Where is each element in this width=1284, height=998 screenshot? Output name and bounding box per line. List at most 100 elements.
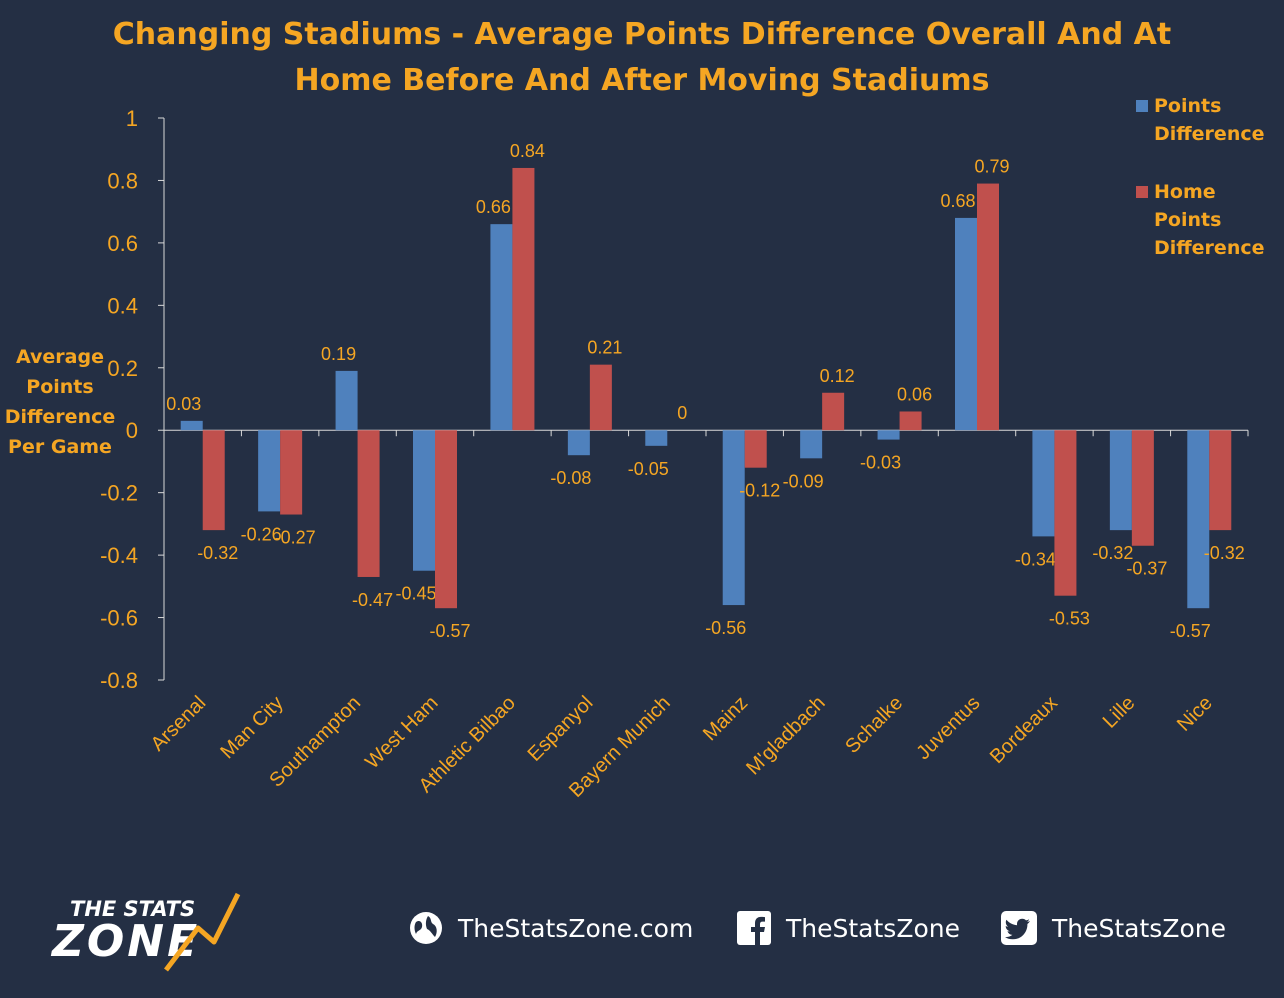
- bar: [589, 364, 612, 431]
- y-axis-label-line: Difference: [4, 406, 116, 428]
- y-tick-label: -0.4: [100, 543, 138, 568]
- bar: [258, 430, 281, 512]
- data-label: 0.68: [940, 191, 975, 211]
- bar: [899, 411, 922, 431]
- bar: [955, 217, 977, 431]
- data-label: -0.37: [1126, 559, 1167, 579]
- legend-label: Points: [1154, 95, 1222, 117]
- bar: [977, 183, 999, 431]
- data-label: -0.34: [1015, 549, 1056, 569]
- data-label: 0.84: [510, 141, 545, 161]
- bar: [512, 167, 535, 431]
- data-label: -0.53: [1049, 609, 1090, 629]
- y-axis-label-line: Points: [26, 376, 94, 398]
- logo-text-bottom: ZONE: [50, 916, 200, 967]
- data-label: -0.57: [1170, 621, 1211, 641]
- data-label: -0.57: [429, 621, 470, 641]
- y-tick-label: -0.6: [100, 606, 138, 631]
- bar: [1054, 430, 1077, 596]
- bar: [800, 430, 823, 459]
- bar: [435, 430, 457, 609]
- bar: [1109, 430, 1132, 531]
- bar: [202, 430, 225, 531]
- y-tick-label: 0.4: [107, 293, 138, 318]
- category-label: Espanyol: [524, 692, 598, 766]
- category-label: Lille: [1099, 692, 1140, 733]
- category-label: Nice: [1173, 692, 1217, 736]
- website-text: TheStatsZone.com: [458, 913, 694, 943]
- data-label: 0.12: [820, 366, 855, 386]
- data-label: 0.03: [166, 394, 201, 414]
- chart-title: Changing Stadiums - Average Points Diffe…: [0, 12, 1284, 104]
- legend-swatch-red: [1136, 186, 1148, 198]
- data-label: 0.06: [897, 384, 932, 404]
- bar: [357, 430, 380, 577]
- category-label: Juventus: [912, 692, 984, 764]
- data-label: -0.32: [1092, 543, 1133, 563]
- data-label: 0.79: [974, 157, 1009, 177]
- bar: [877, 430, 900, 440]
- legend-swatch-blue: [1136, 100, 1148, 112]
- data-label: 0: [677, 403, 687, 423]
- category-label: Mainz: [699, 692, 752, 745]
- the-stats-zone-logo: THE STATS ZONE: [50, 892, 241, 972]
- category-label: Arsenal: [147, 692, 211, 756]
- data-label: -0.08: [550, 468, 591, 488]
- category-label: Schalke: [841, 692, 907, 758]
- category-label: West Ham: [361, 692, 442, 773]
- y-tick-label: 0.2: [107, 356, 138, 381]
- facebook-icon: [737, 911, 771, 945]
- twitter-icon: [1001, 911, 1037, 945]
- bar: [744, 430, 767, 468]
- category-label: Bordeaux: [986, 692, 1062, 768]
- category-label: Man City: [216, 692, 287, 763]
- legend-label: Difference: [1154, 123, 1265, 145]
- legend-label: Home: [1154, 181, 1216, 203]
- twitter-text: TheStatsZone: [1052, 913, 1226, 943]
- bar: [822, 392, 845, 431]
- data-label: -0.26: [241, 524, 282, 544]
- legend-label: Difference: [1154, 237, 1265, 259]
- chart-title-line-2: Home Before And After Moving Stadiums: [294, 63, 990, 98]
- data-label: -0.09: [783, 471, 824, 491]
- bar: [180, 420, 203, 431]
- y-tick-label: -0.2: [100, 481, 138, 506]
- y-tick-label: -0.8: [100, 668, 138, 693]
- bar-chart: -0.8 -0.6 -0.4 -0.2 0 0.2 0.4 0.6 0.8 1 0.03 -0.26 0…: [100, 106, 1249, 802]
- data-label: 0.19: [321, 344, 356, 364]
- data-label: -0.05: [628, 459, 669, 479]
- bar: [1209, 430, 1232, 531]
- data-label: -0.12: [739, 481, 780, 501]
- y-tick-label: 1: [126, 106, 138, 131]
- y-axis-label-line: Average: [16, 346, 104, 368]
- bar: [335, 370, 358, 431]
- facebook-text: TheStatsZone: [786, 913, 960, 943]
- data-label: -0.32: [1204, 543, 1245, 563]
- website-link[interactable]: TheStatsZone.com: [408, 908, 693, 948]
- data-label: -0.47: [352, 590, 393, 610]
- bar: [645, 430, 668, 446]
- y-tick-label: 0.8: [107, 168, 138, 193]
- bar: [1131, 430, 1154, 546]
- bar: [490, 224, 513, 431]
- chart-title-line-1: Changing Stadiums - Average Points Diffe…: [112, 17, 1172, 52]
- legend-item-points-difference: Points Difference: [1136, 92, 1274, 148]
- data-label: -0.27: [275, 528, 316, 548]
- bar: [567, 430, 590, 456]
- y-axis-label: Average Points Difference Per Game: [2, 342, 118, 462]
- twitter-link[interactable]: TheStatsZone: [1000, 908, 1226, 948]
- bar: [280, 430, 303, 515]
- category-label: M'gladbach: [742, 692, 829, 779]
- data-label: -0.45: [395, 584, 436, 604]
- y-tick-label: 0.6: [107, 231, 138, 256]
- bar: [1187, 430, 1210, 609]
- logo-swoosh: [164, 892, 241, 972]
- logo-text-top: THE STATS: [70, 897, 195, 921]
- facebook-link[interactable]: TheStatsZone: [736, 908, 960, 948]
- bar: [413, 430, 435, 571]
- data-label: 0.21: [587, 338, 622, 358]
- y-axis-label-line: Per Game: [8, 436, 112, 458]
- globe-icon: [410, 912, 442, 944]
- y-tick-label: 0: [126, 418, 138, 443]
- legend-item-home-points-difference: Home Points Difference: [1136, 178, 1274, 262]
